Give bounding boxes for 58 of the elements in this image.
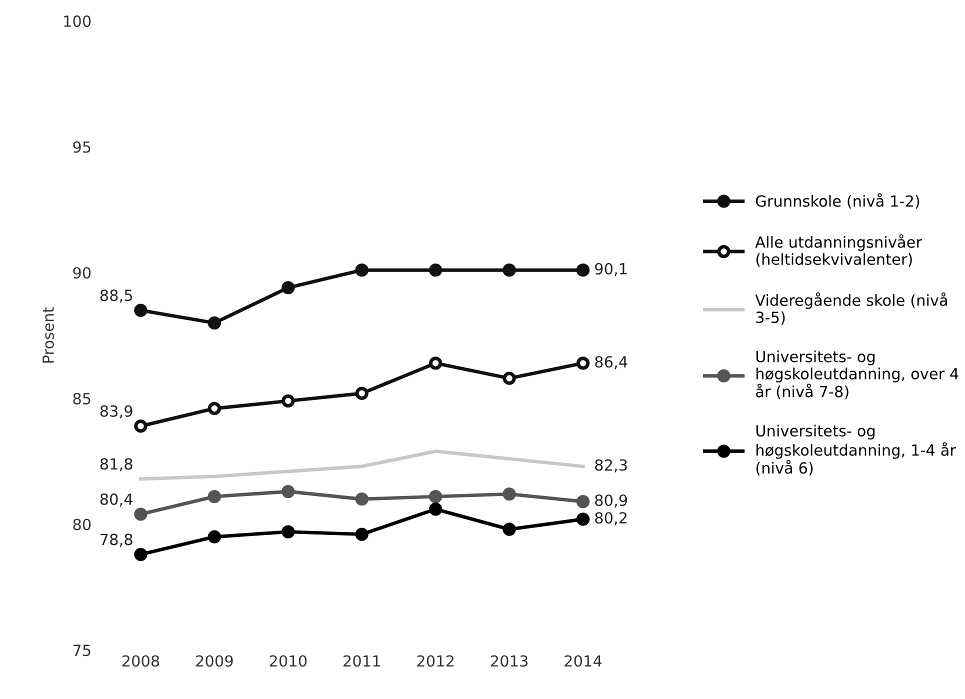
- data-label: 82,3: [595, 459, 627, 472]
- line-series: [138, 450, 585, 481]
- point: [428, 490, 442, 504]
- point: [282, 281, 295, 294]
- point: [355, 263, 368, 277]
- y-tick-label: 95: [73, 141, 90, 153]
- data-label: 78,8: [100, 534, 132, 547]
- point: [355, 386, 368, 400]
- point: [502, 487, 516, 501]
- data-label: 80,4: [100, 493, 132, 506]
- y-tick-label: 90: [73, 267, 91, 279]
- legend-label: Universitets- og høgskoleutdanning, 1-4 år (nivå 6): [756, 424, 956, 476]
- y-tick-label: 80: [73, 518, 91, 530]
- point: [355, 492, 368, 506]
- x-tick-label: 2012: [417, 655, 454, 667]
- point: [282, 394, 295, 408]
- y-axis-title: Prosent: [42, 307, 54, 363]
- point: [208, 402, 222, 416]
- x-tick-label: 2008: [122, 655, 160, 667]
- legend-label: Grunnskole (nivå 1-2): [756, 193, 920, 209]
- point: [428, 356, 442, 370]
- y-tick-label: 100: [64, 15, 91, 27]
- point: [208, 316, 222, 330]
- data-label: 86,4: [595, 356, 628, 370]
- point: [134, 548, 148, 562]
- point: [282, 484, 295, 498]
- data-label: 88,5: [100, 290, 132, 303]
- point: [134, 420, 148, 433]
- point: [428, 502, 442, 516]
- data-label: 81,8: [100, 458, 132, 472]
- point: [208, 490, 222, 504]
- data-label: 83,9: [100, 405, 132, 418]
- point: [576, 495, 590, 508]
- point: [355, 528, 368, 541]
- point: [134, 304, 148, 317]
- x-tick-label: 2010: [270, 655, 307, 667]
- point: [134, 508, 148, 521]
- x-tick-label: 2014: [564, 655, 602, 667]
- point: [208, 530, 222, 544]
- point: [576, 356, 590, 370]
- data-label: 80,9: [595, 494, 628, 508]
- legend-label: Universitets- og høgskoleutdanning, over 4 år (nivå 7-8): [756, 350, 958, 400]
- point: [502, 372, 516, 385]
- point: [576, 512, 590, 526]
- point: [428, 263, 442, 277]
- x-tick-label: 2009: [196, 655, 233, 667]
- y-tick-label: 85: [73, 392, 90, 404]
- x-tick-label: 2011: [344, 655, 380, 667]
- point: [282, 525, 295, 538]
- point: [502, 522, 516, 536]
- legend-label: Alle utdanningsnivåer (heltidsekvivalenter): [755, 234, 922, 267]
- legend-label: Videregående skole (nivå 3-5): [755, 292, 947, 325]
- x-tick-label: 2013: [490, 655, 528, 667]
- y-tick-label: 75: [73, 644, 90, 656]
- point: [502, 263, 516, 277]
- point: [576, 263, 590, 277]
- data-label: 80,2: [595, 512, 627, 526]
- data-label: 90,1: [595, 262, 627, 276]
